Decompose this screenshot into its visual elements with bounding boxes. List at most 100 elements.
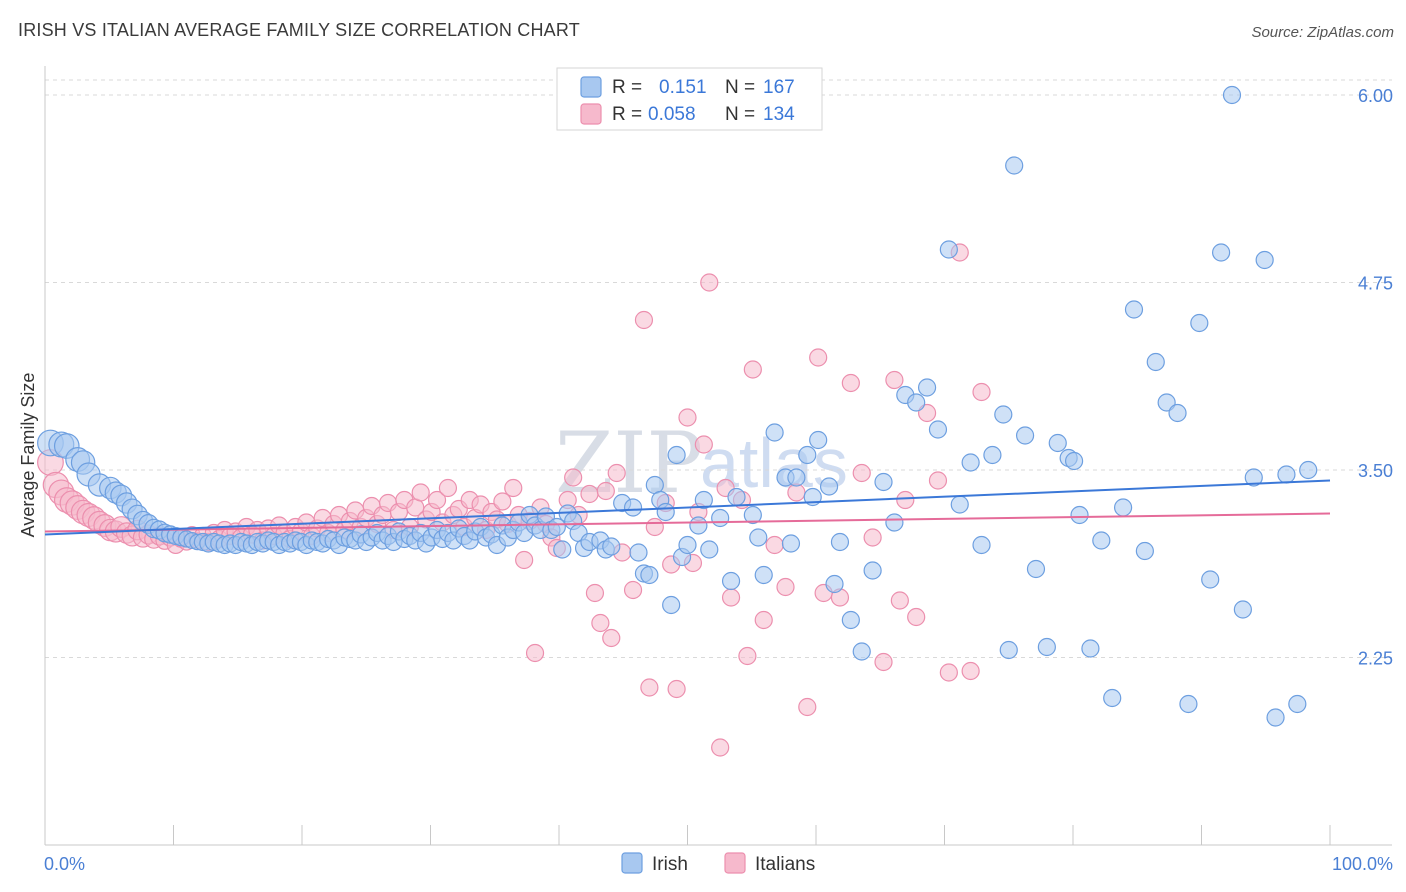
italians-point: [700, 273, 719, 292]
italians-point: [411, 483, 430, 502]
italians-point: [721, 588, 741, 607]
irish-point: [994, 405, 1013, 424]
legend-italians-label: Italians: [755, 854, 815, 875]
gridlines: [45, 79, 1392, 658]
irish-point: [547, 517, 566, 537]
irish-point: [1092, 531, 1111, 550]
irish-point: [721, 571, 741, 591]
italians-point: [493, 492, 512, 511]
irish-point: [1081, 639, 1100, 658]
italians-point: [591, 613, 610, 633]
italians-point: [907, 607, 926, 627]
italians-point: [972, 382, 991, 402]
italians-point: [667, 679, 686, 699]
irish-point: [602, 537, 621, 556]
irish-point: [1255, 250, 1274, 270]
irish-point: [825, 574, 844, 594]
irish-point: [863, 561, 882, 580]
irish-point: [907, 393, 926, 412]
italians-point: [852, 463, 871, 483]
italians-point: [694, 435, 713, 454]
irish-point: [700, 540, 719, 559]
italians-point: [585, 583, 605, 603]
italians-r-value: 0.058: [648, 104, 696, 125]
y-axis-title: Average Family Size: [18, 373, 38, 538]
irish-point: [662, 595, 681, 615]
irish-point: [781, 534, 801, 553]
irish-point: [819, 477, 839, 496]
italians-point: [928, 471, 948, 490]
legend-irish-label: Irish: [652, 854, 688, 875]
irish-point: [1048, 433, 1067, 453]
source-label: Source: ZipAtlas.com: [1251, 24, 1394, 41]
italians-point: [602, 628, 621, 648]
irish-point: [1064, 451, 1084, 471]
y-tick-label: 4.75: [1358, 274, 1393, 294]
italians-point: [607, 463, 626, 483]
irish-point: [983, 445, 1002, 465]
italians-point: [623, 580, 643, 600]
italians-point: [564, 468, 583, 487]
irish-point: [749, 528, 768, 547]
italians-point: [863, 528, 882, 547]
irish-n-label: N =: [725, 77, 755, 98]
y-tick-label: 6.00: [1358, 86, 1393, 106]
irish-point: [689, 516, 708, 535]
italians-point: [961, 661, 980, 681]
trend-lines: [44, 479, 1331, 536]
italians-swatch: [580, 103, 602, 125]
irish-point: [950, 495, 969, 514]
irish-point: [939, 240, 958, 259]
italians-point: [885, 370, 904, 390]
italians-point: [711, 738, 730, 757]
italians-n-label: N =: [725, 104, 755, 125]
irish-r-label: R =: [612, 77, 642, 98]
italians-r-label: R =: [612, 104, 642, 125]
irish-point: [1288, 694, 1307, 714]
irish-point: [1233, 600, 1252, 619]
series-legend: Irish Italians: [621, 852, 815, 875]
irish-point: [743, 505, 762, 525]
italians-point: [765, 535, 784, 555]
irish-point: [1277, 465, 1296, 484]
irish-r-value: 0.151: [659, 77, 707, 98]
italians-point: [939, 663, 958, 682]
irish-point: [1005, 156, 1024, 175]
irish-point: [711, 508, 730, 528]
irish-point: [809, 430, 828, 450]
irish-swatch: [580, 76, 602, 98]
irish-point: [765, 423, 784, 442]
italians-point: [515, 550, 534, 570]
irish-point: [787, 468, 806, 487]
italians-point: [645, 517, 664, 537]
irish-point: [1146, 352, 1165, 372]
irish-point: [1179, 694, 1198, 714]
irish-point: [830, 532, 850, 552]
irish-point: [754, 565, 773, 585]
irish-point: [1201, 570, 1220, 589]
irish-point: [798, 445, 817, 465]
irish-point: [1190, 313, 1209, 333]
chart-title: IRISH VS ITALIAN AVERAGE FAMILY SIZE COR…: [18, 20, 580, 40]
italians-point: [798, 697, 817, 717]
italians-point: [738, 646, 757, 666]
irish-point: [852, 642, 871, 661]
irish-point: [727, 487, 746, 507]
italians-point: [438, 478, 458, 498]
irish-point: [623, 498, 643, 517]
y-tick-label: 3.50: [1358, 461, 1393, 481]
irish-point: [972, 535, 991, 555]
irish-point: [885, 513, 904, 532]
italians-point: [896, 490, 915, 510]
italians-point: [809, 348, 828, 367]
italians-point: [427, 490, 447, 510]
irish-point: [1135, 541, 1154, 561]
italians-point: [890, 591, 909, 610]
italians-point: [634, 310, 654, 330]
irish-point: [640, 565, 659, 585]
italians-point: [596, 481, 615, 501]
italians-point: [678, 408, 697, 427]
irish-point: [1026, 559, 1046, 579]
irish-point: [961, 453, 980, 472]
italians-n-value: 134: [763, 104, 795, 125]
